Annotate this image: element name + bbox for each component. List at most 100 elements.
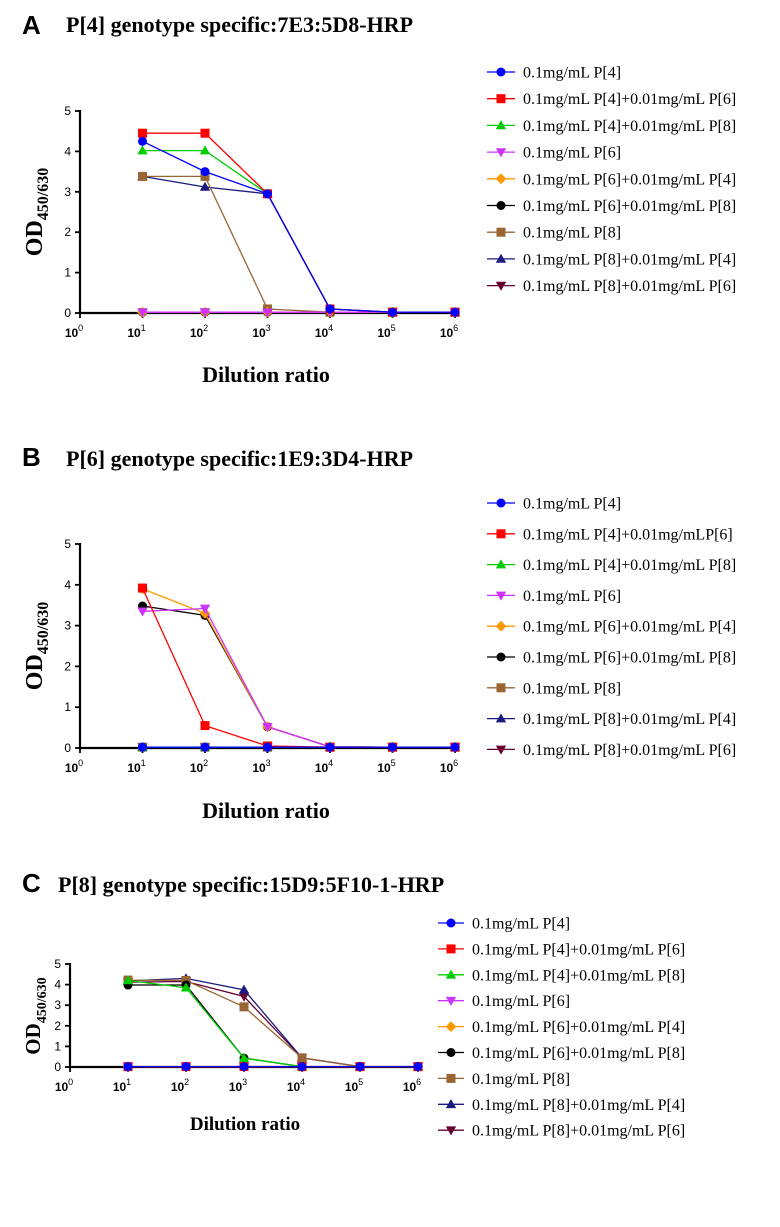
legend-marker: [445, 996, 457, 1006]
legend-marker: [446, 1048, 456, 1057]
data-point: [200, 171, 210, 181]
data-point: [262, 308, 273, 318]
legend-entry: 0.1mg/mL P[6]+0.01mg/mL P[4]: [487, 171, 736, 188]
legend-label: 0.1mg/mL P[4]+0.01mg/mL P[6]: [523, 91, 736, 108]
legend-label: 0.1mg/mL P[6]+0.01mg/mL P[8]: [523, 198, 736, 215]
data-point: [138, 583, 147, 593]
legend-label: 0.1mg/mL P[4]+0.01mg/mL P[6]: [472, 941, 685, 958]
legend-marker: [496, 652, 506, 662]
legend-label: 0.1mg/mL P[6]+0.01mg/mL P[8]: [523, 650, 736, 667]
legend-label: 0.1mg/mL P[4]: [523, 65, 621, 82]
x-tick-label: 103: [252, 323, 270, 340]
legend-marker: [495, 148, 507, 158]
data-point: [450, 307, 460, 317]
legend-label: 0.1mg/mL P[4]+0.01mg/mL P[8]: [523, 118, 736, 135]
x-axis-label: Dilution ratio: [202, 362, 330, 387]
data-point: [355, 1062, 365, 1072]
series-6: [123, 980, 423, 1072]
y-tick-label: 1: [64, 266, 71, 280]
y-tick-label: 5: [64, 537, 71, 551]
series-1: [123, 1062, 423, 1072]
legend-entry: 0.1mg/mL P[8]+0.01mg/mL P[6]: [438, 1123, 685, 1140]
x-tick-label: 100: [65, 323, 83, 340]
legend-marker: [495, 253, 507, 263]
legend-marker: [495, 559, 507, 569]
legend-entry: 0.1mg/mL P[8]: [487, 225, 621, 242]
legend-marker: [445, 1099, 457, 1109]
x-axis-label: Dilution ratio: [202, 798, 330, 823]
legend-marker: [445, 1021, 457, 1032]
data-point: [200, 721, 210, 731]
legend-entry: 0.1mg/mL P[6]: [487, 588, 621, 605]
x-tick-label: 101: [127, 323, 145, 340]
data-point: [238, 1052, 250, 1062]
panel-a: A P[4] genotype specific:7E3:5D8-HRP 0 1 2 3 4…: [22, 10, 736, 387]
y-tick-label: 3: [64, 185, 71, 199]
legend-label: 0.1mg/mL P[6]+0.01mg/mL P[8]: [472, 1045, 685, 1062]
legend-entry: 0.1mg/mL P[8]+0.01mg/mL P[6]: [487, 742, 736, 759]
series-line: [142, 607, 455, 748]
series-line: [142, 132, 455, 313]
y-tick-label: 0: [54, 1060, 61, 1074]
x-tick-label: 104: [287, 1077, 305, 1094]
series-8: [122, 973, 424, 1071]
legend-label: 0.1mg/mL P[8]+0.01mg/mL P[6]: [523, 278, 736, 295]
series-line: [142, 175, 455, 313]
legend-entry: 0.1mg/mL P[8]+0.01mg/mL P[4]: [438, 1097, 685, 1114]
x-tick-label: 101: [113, 1077, 131, 1094]
legend-entry: 0.1mg/mL P[4]+0.01mg/mLP[6]: [487, 526, 733, 543]
data-point: [199, 604, 211, 614]
legend-entry: 0.1mg/mL P[4]: [438, 916, 570, 933]
y-tick-label: 4: [54, 978, 61, 992]
legend-marker: [496, 67, 506, 77]
series-1: [138, 136, 460, 317]
x-tick-label: 104: [315, 758, 333, 775]
legend-label: 0.1mg/mL P[8]: [523, 680, 621, 697]
legend-label: 0.1mg/mL P[8]: [523, 225, 621, 242]
data-point: [199, 145, 211, 155]
data-point: [138, 742, 147, 752]
data-point: [238, 992, 250, 1002]
legend-label: 0.1mg/mL P[4]+0.01mg/mLP[6]: [523, 526, 733, 543]
data-point: [199, 308, 211, 318]
data-point: [388, 742, 397, 752]
data-point: [325, 304, 335, 314]
y-tick-label: 4: [64, 144, 71, 158]
legend-entry: 0.1mg/mL P[6]: [487, 145, 621, 162]
legend-marker: [446, 918, 456, 928]
legend-label: 0.1mg/mL P[8]+0.01mg/mL P[4]: [472, 1097, 685, 1114]
data-point: [297, 1062, 307, 1072]
legend-label: 0.1mg/mL P[4]: [472, 916, 570, 933]
y-tick-label: 1: [64, 700, 71, 714]
series-7: [138, 171, 460, 317]
data-point: [199, 181, 211, 191]
data-point: [122, 975, 134, 985]
legend-entry: 0.1mg/mL P[4]+0.01mg/mL P[8]: [487, 557, 736, 574]
legend-label: 0.1mg/mL P[8]+0.01mg/mL P[4]: [523, 251, 736, 268]
y-tick-label: 3: [54, 998, 61, 1012]
x-tick-label: 104: [315, 323, 333, 340]
y-tick-label: 2: [64, 659, 71, 673]
legend-label: 0.1mg/mL P[4]+0.01mg/mL P[8]: [472, 967, 685, 984]
legend-marker: [446, 944, 456, 954]
data-point: [200, 167, 210, 177]
legend-marker: [495, 120, 507, 130]
legend-label: 0.1mg/mL P[8]+0.01mg/mL P[6]: [523, 742, 736, 759]
legend-entry: 0.1mg/mL P[6]+0.01mg/mL P[8]: [487, 198, 736, 215]
legend-entry: 0.1mg/mL P[4]+0.01mg/mL P[8]: [438, 967, 685, 984]
data-point: [138, 136, 147, 146]
data-point: [181, 1062, 191, 1072]
y-tick-label: 3: [64, 619, 71, 633]
legend-label: 0.1mg/mL P[6]+0.01mg/mL P[4]: [523, 619, 736, 636]
x-tick-label: 105: [377, 323, 395, 340]
legend-marker: [496, 529, 506, 539]
x-tick-label: 106: [440, 323, 458, 340]
legend-entry: 0.1mg/mL P[8]+0.01mg/mL P[4]: [487, 711, 736, 728]
chart-title: P[4] genotype specific:7E3:5D8-HRP: [66, 12, 413, 37]
legend-marker: [495, 173, 507, 185]
x-tick-label: 105: [345, 1077, 363, 1094]
data-point: [238, 984, 250, 994]
legend-entry: 0.1mg/mL P[6]+0.01mg/mL P[4]: [487, 619, 736, 636]
data-point: [137, 145, 148, 155]
x-tick-label: 100: [65, 758, 83, 775]
